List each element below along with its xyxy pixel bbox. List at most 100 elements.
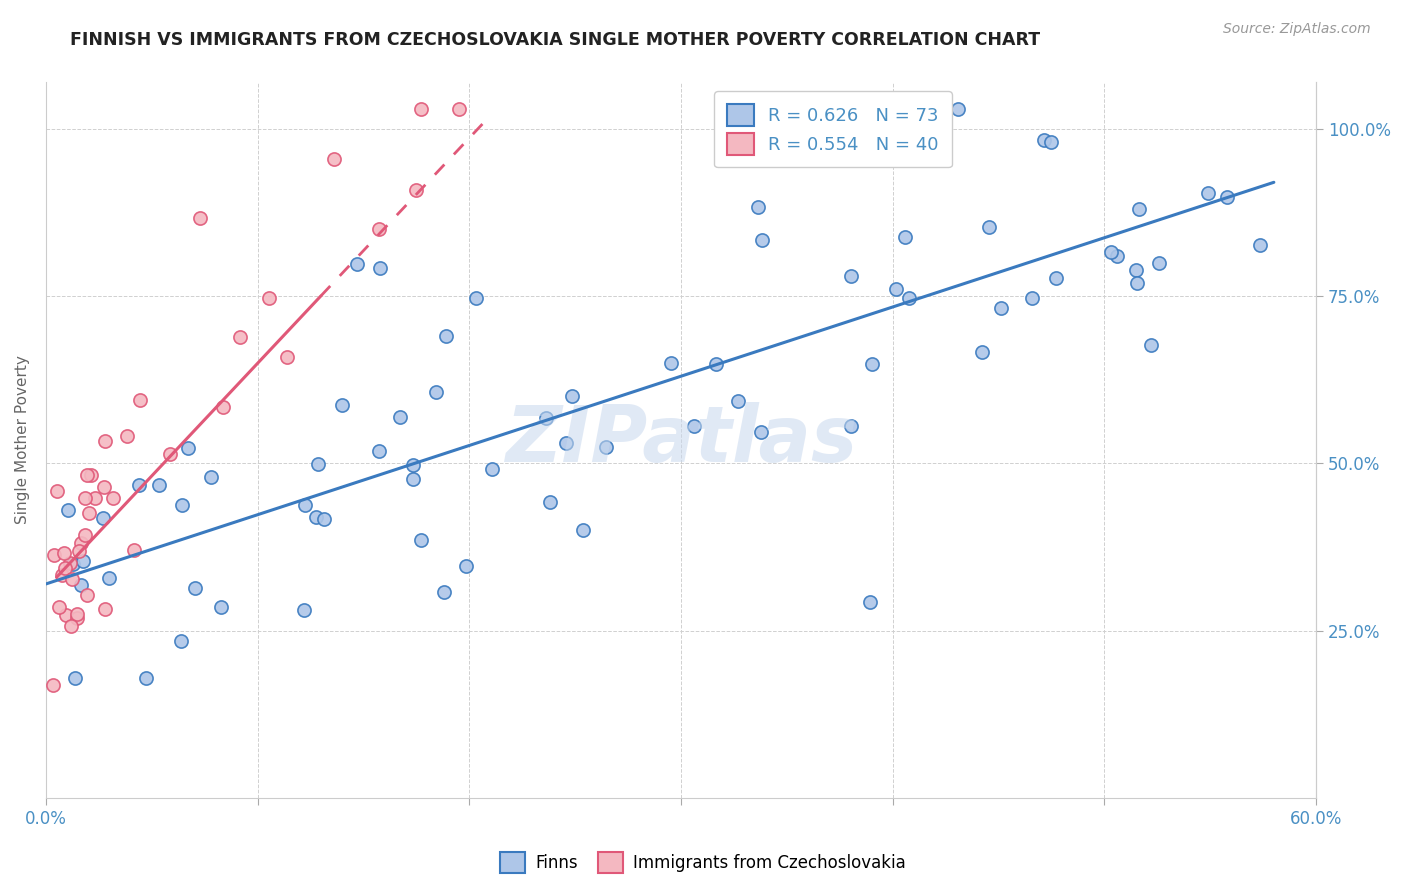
Point [66,607,89,621]
Point [76,588,98,602]
Point [886,282,908,296]
Point [659,356,682,370]
Point [1125,262,1147,277]
Point [307,457,329,471]
Point [405,183,427,197]
Point [898,291,921,305]
Point [409,102,432,116]
Point [1021,291,1043,305]
Point [70,535,93,549]
Point [751,233,773,247]
Point [294,603,316,617]
Point [72,554,94,568]
Point [94,434,117,449]
Point [972,345,994,359]
Point [58,502,80,516]
Point [115,428,138,442]
Point [1197,186,1219,200]
Point [1039,136,1062,150]
Point [98,571,121,585]
Point [534,410,557,425]
Point [839,418,862,433]
Point [747,200,769,214]
Point [211,401,233,415]
Point [402,472,425,486]
Point [425,384,447,399]
Point [51,567,73,582]
Point [434,329,457,343]
Point [860,357,883,371]
Point [402,458,425,472]
Point [77,507,100,521]
Point [346,257,368,271]
Point [52,546,75,560]
Point [572,524,595,538]
Point [55,607,77,622]
Point [554,435,576,450]
Point [53,560,76,574]
Point [122,543,145,558]
Point [447,102,470,116]
Point [454,559,477,574]
Point [1128,202,1150,216]
Legend: Finns, Immigrants from Czechoslovakia: Finns, Immigrants from Czechoslovakia [494,846,912,880]
Point [128,478,150,492]
Point [80,467,103,482]
Point [76,467,98,482]
Point [367,444,389,458]
Point [177,441,200,455]
Point [977,219,1000,234]
Point [595,440,617,454]
Point [704,357,727,371]
Point [294,498,316,512]
Point [94,601,117,615]
Point [990,301,1012,316]
Y-axis label: Single Mother Poverty: Single Mother Poverty [15,356,30,524]
Point [858,595,880,609]
Point [314,511,336,525]
Point [1149,256,1171,270]
Point [73,491,96,506]
Point [73,528,96,542]
Point [48,599,70,614]
Point [59,619,82,633]
Point [389,410,412,425]
Point [749,425,772,440]
Point [305,509,328,524]
Point [330,398,353,412]
Point [1099,245,1122,260]
Point [200,470,222,484]
Point [229,330,252,344]
Point [46,483,69,498]
Point [67,543,90,558]
Point [1032,133,1054,147]
Point [561,389,583,403]
Text: ZIPatlas: ZIPatlas [505,402,858,478]
Point [464,291,486,305]
Point [433,585,456,599]
Point [1045,270,1067,285]
Point [148,478,170,492]
Text: Source: ZipAtlas.com: Source: ZipAtlas.com [1223,22,1371,37]
Point [84,491,107,506]
Point [727,394,749,409]
Point [159,447,181,461]
Point [946,102,969,116]
Point [44,548,66,562]
Point [538,494,561,508]
Point [172,498,194,512]
Point [683,419,706,434]
Point [481,461,503,475]
Point [70,578,93,592]
Point [93,480,115,494]
Point [135,671,157,685]
Point [63,671,86,685]
Point [839,269,862,284]
Legend: R = 0.626   N = 73, R = 0.554   N = 40: R = 0.626 N = 73, R = 0.554 N = 40 [714,91,952,168]
Point [60,572,83,586]
Point [368,222,391,236]
Point [170,634,193,648]
Point [322,153,344,167]
Point [1249,238,1271,252]
Point [129,392,152,407]
